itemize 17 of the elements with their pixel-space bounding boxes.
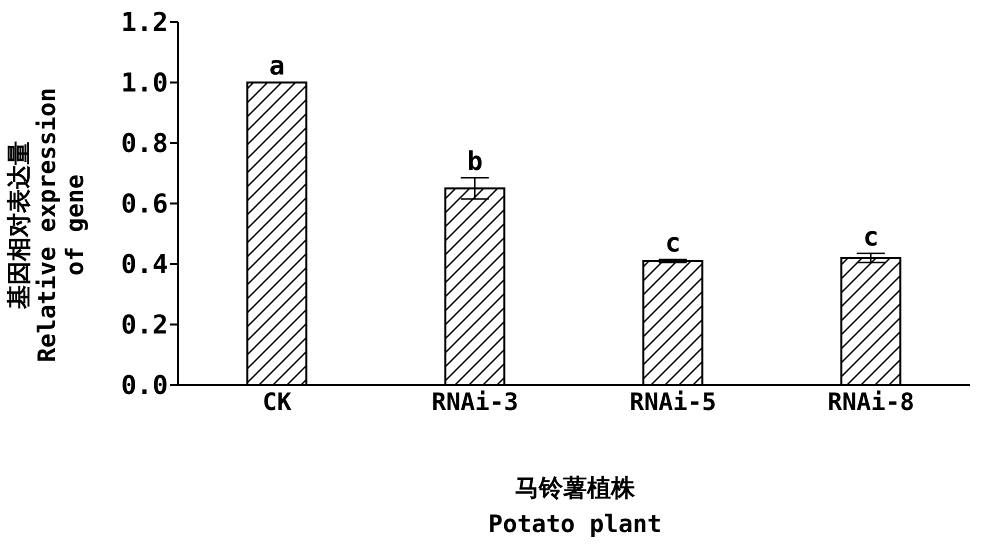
y-tick-label: 0.8 xyxy=(121,129,168,160)
annotation: a xyxy=(269,52,285,82)
annotation: c xyxy=(863,222,879,252)
annotation: c xyxy=(665,228,681,258)
x-tick-label: CK xyxy=(262,388,292,416)
y-tick-label: 0.2 xyxy=(121,310,168,341)
annotation: b xyxy=(467,146,483,177)
y-tick-label: 1.0 xyxy=(121,68,168,99)
y-tick-label: 1.2 xyxy=(121,8,168,38)
y-tick-label: 0.0 xyxy=(121,371,168,402)
x-tick-label: RNAi-3 xyxy=(432,388,518,416)
y-axis-title: 基因相对表达量 Relative expression of gene xyxy=(5,88,89,362)
y-tick-label: 0.6 xyxy=(121,190,168,220)
x-axis-title: 马铃薯植株 Potato plant xyxy=(488,474,662,538)
y-tick-label: 0.4 xyxy=(121,250,168,280)
x-tick-label: RNAi-5 xyxy=(630,388,716,416)
x-tick-label: RNAi-8 xyxy=(828,388,914,416)
